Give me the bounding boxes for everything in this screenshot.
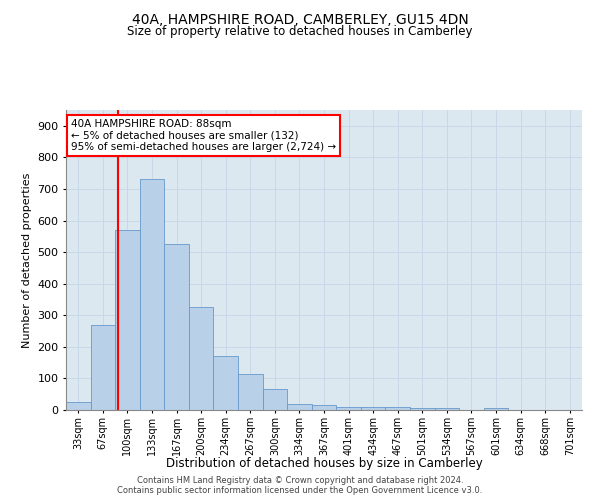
Bar [91, 324, 115, 410]
Bar [189, 308, 214, 410]
Bar [66, 402, 91, 410]
Bar [115, 230, 140, 410]
Bar [263, 390, 287, 410]
Bar [140, 180, 164, 410]
Bar [164, 244, 189, 410]
Text: Contains HM Land Registry data © Crown copyright and database right 2024.
Contai: Contains HM Land Registry data © Crown c… [118, 476, 482, 495]
Bar [287, 404, 312, 410]
Bar [312, 406, 336, 410]
Bar [434, 408, 459, 410]
Text: Distribution of detached houses by size in Camberley: Distribution of detached houses by size … [166, 458, 482, 470]
Text: 40A HAMPSHIRE ROAD: 88sqm
← 5% of detached houses are smaller (132)
95% of semi-: 40A HAMPSHIRE ROAD: 88sqm ← 5% of detach… [71, 119, 336, 152]
Text: 40A, HAMPSHIRE ROAD, CAMBERLEY, GU15 4DN: 40A, HAMPSHIRE ROAD, CAMBERLEY, GU15 4DN [131, 12, 469, 26]
Y-axis label: Number of detached properties: Number of detached properties [22, 172, 32, 348]
Bar [238, 374, 263, 410]
Bar [484, 408, 508, 410]
Bar [214, 356, 238, 410]
Bar [336, 407, 361, 410]
Bar [361, 407, 385, 410]
Bar [410, 408, 434, 410]
Bar [385, 408, 410, 410]
Text: Size of property relative to detached houses in Camberley: Size of property relative to detached ho… [127, 25, 473, 38]
